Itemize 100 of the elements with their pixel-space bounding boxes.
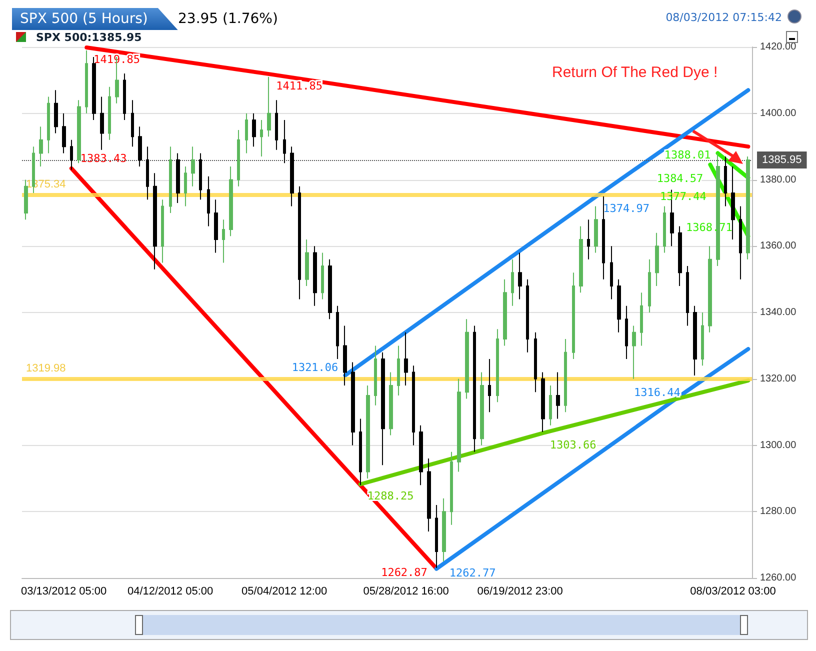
candlestick [579, 226, 583, 294]
candlestick [556, 372, 560, 420]
candlestick [534, 332, 537, 393]
ref-line-label: 1385.95 [762, 154, 802, 166]
candlestick [693, 305, 697, 376]
x-tick-label: 05/04/2012 12:00 [242, 586, 328, 598]
candlestick [267, 76, 271, 138]
candlestick [686, 266, 689, 326]
candlestick [564, 338, 567, 413]
text: SPX 500:1385.95 [36, 31, 142, 44]
candlestick [146, 146, 149, 200]
candlestick [85, 50, 88, 114]
candlestick [328, 258, 332, 320]
x-tick-label: 05/28/2012 16:00 [363, 586, 449, 598]
candlestick [739, 206, 742, 280]
data-label: 1411.85 [276, 80, 322, 93]
data-label: 1316.44 [634, 386, 681, 400]
chart-subtitle: 23.95 (1.76%) [178, 10, 279, 29]
x-tick-label: 03/13/2012 05:00 [21, 586, 107, 598]
y-tick-label: 1420.00 [760, 42, 797, 52]
candlestick [724, 156, 727, 207]
candlestick [450, 451, 453, 526]
candlestick [442, 498, 446, 562]
candlestick [336, 305, 339, 360]
candlestick [47, 96, 50, 154]
candlestick [746, 156, 750, 260]
candlestick [77, 100, 81, 164]
candlestick [678, 226, 682, 286]
chart-title: SPX 500 (5 Hours) [12, 8, 178, 30]
data-label: 1303.66 [550, 438, 596, 452]
candlestick [275, 100, 278, 150]
candlestick [70, 139, 73, 170]
candlestick [465, 318, 469, 400]
data-label: 1388.01 [664, 148, 711, 162]
candlestick [503, 278, 507, 346]
candlestick [290, 146, 294, 207]
candlestick [184, 166, 187, 207]
candlestick [473, 325, 476, 452]
candlestick [100, 96, 104, 150]
candlestick [138, 126, 142, 167]
candlestick [427, 458, 431, 532]
candlestick [496, 328, 499, 403]
candlestick [24, 179, 28, 220]
candlestick [457, 378, 461, 472]
candlestick [351, 362, 355, 446]
candlestick [108, 86, 111, 140]
candlestick [229, 166, 233, 237]
candlestick [648, 258, 651, 313]
candlestick [176, 152, 180, 204]
candlestick [625, 305, 628, 360]
candlestick [191, 146, 195, 187]
candlestick [321, 252, 324, 300]
candlestick [161, 199, 164, 264]
candlestick [359, 418, 362, 486]
data-label: 1321.06 [292, 360, 338, 374]
candlestick [404, 332, 408, 386]
candlestick [602, 196, 605, 280]
ref-line-label: 1319.98 [26, 362, 66, 374]
candlestick [610, 246, 613, 300]
annotation: Return Of The Red Dye ! [552, 64, 718, 81]
candlestick [518, 252, 522, 300]
y-tick-label: 1320.00 [760, 373, 797, 384]
y-tick-label: 1380.00 [760, 174, 797, 186]
candlestick [343, 325, 347, 386]
data-label: 1262.77 [449, 566, 496, 580]
candlestick [252, 112, 256, 148]
candlestick [62, 112, 66, 154]
candlestick [298, 186, 301, 300]
candlestick [131, 100, 134, 148]
candlestick [305, 238, 309, 286]
data-label: 1262.87 [381, 566, 428, 579]
y-tick-label: 1260.00 [760, 572, 797, 584]
candlestick [283, 120, 286, 164]
candlestick [313, 246, 317, 306]
candlestick [92, 56, 96, 121]
candlestick [587, 219, 590, 260]
data-label: 1384.57 [656, 172, 704, 186]
candlestick [207, 176, 210, 227]
candlestick [708, 246, 712, 333]
candlestick [222, 219, 225, 264]
candlestick [381, 352, 385, 466]
data-label: 1383.43 [80, 152, 127, 165]
candlestick [397, 345, 400, 396]
candlestick [511, 258, 514, 306]
candlestick [419, 424, 423, 486]
candlestick [701, 312, 704, 366]
candlestick [435, 504, 438, 569]
candlestick [169, 146, 172, 214]
candlestick [640, 292, 643, 346]
y-tick-label: 1400.00 [760, 108, 797, 119]
candlestick [39, 126, 43, 167]
candlestick [389, 372, 393, 436]
candlestick [412, 365, 415, 446]
candlestick [374, 345, 377, 406]
candlestick [214, 199, 218, 254]
candlestick [663, 206, 666, 254]
candlestick [572, 272, 575, 360]
candlestick [123, 73, 126, 121]
candlestick [54, 90, 58, 134]
candlestick [153, 172, 157, 270]
